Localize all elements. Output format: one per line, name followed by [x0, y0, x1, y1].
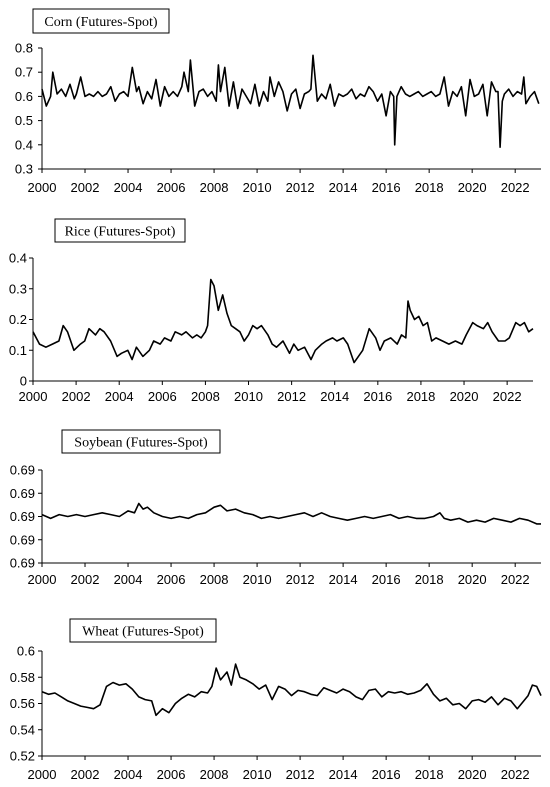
chart-panel-4: Wheat (Futures-Spot) 0.6 0.58 0.56 0.54 0.52 2…	[10, 618, 542, 782]
x-tick-label: 2018	[415, 767, 444, 782]
x-tick-label: 2008	[200, 180, 229, 195]
y-tick-label: 0.58	[10, 670, 35, 685]
x-tick-label: 2002	[62, 389, 91, 404]
x-tick-label: 2020	[450, 389, 479, 404]
x-tick-label: 2006	[157, 572, 186, 587]
x-tick-label: 2020	[458, 767, 487, 782]
x-tick-label: 2016	[372, 180, 401, 195]
y-tick-label: 0.2	[9, 312, 27, 327]
x-tick-label: 2022	[501, 572, 530, 587]
x-tick-label: 2020	[458, 572, 487, 587]
x-tick-label: 2008	[200, 767, 229, 782]
y-tick-label: 0	[20, 374, 27, 389]
x-tick-label: 2010	[243, 767, 272, 782]
y-tick-label: 0.69	[10, 532, 35, 547]
y-tick-label: 0.4	[9, 251, 27, 266]
x-tick-label: 2016	[372, 572, 401, 587]
x-tick-label: 2018	[415, 572, 444, 587]
x-tick-label: 2020	[458, 180, 487, 195]
x-tick-label: 2006	[148, 389, 177, 404]
x-tick-label: 2016	[363, 389, 392, 404]
chart-title-box	[32, 8, 170, 34]
y-tick-label: 0.69	[10, 486, 35, 501]
x-tick-label: 2002	[71, 572, 100, 587]
x-tick-label: 2022	[501, 767, 530, 782]
x-tick-label: 2002	[71, 767, 100, 782]
y-tick-label: 0.1	[9, 343, 27, 358]
y-tick-label: 0.3	[9, 281, 27, 296]
x-tick-label: 2004	[114, 767, 143, 782]
y-tick-label: 0.3	[15, 162, 33, 177]
x-tick-label: 2000	[28, 572, 57, 587]
series-line-1	[41, 663, 542, 717]
y-tick-label: 0.4	[15, 137, 33, 152]
x-tick-label: 2016	[372, 767, 401, 782]
chart-title-box	[69, 618, 217, 643]
x-tick-label: 2000	[28, 767, 57, 782]
y-tick-label: 0.5	[15, 113, 33, 128]
chart-panel-3: Soybean (Futures-Spot) 0.69 0.69 0.69 0.69 0.…	[10, 429, 541, 587]
y-tick-label: 0.7	[15, 65, 33, 80]
y-tick-label: 0.8	[15, 41, 33, 56]
y-tick-label: 0.69	[10, 509, 35, 524]
y-tick-label: 0.69	[10, 556, 35, 571]
series-line-1	[41, 502, 541, 525]
x-tick-label: 2000	[28, 180, 57, 195]
y-tick-label: 0.6	[15, 89, 33, 104]
x-tick-label: 2004	[114, 180, 143, 195]
x-tick-label: 2006	[157, 767, 186, 782]
y-tick-label: 0.69	[10, 463, 35, 478]
chart-title: Wheat (Futures-Spot)	[82, 625, 204, 640]
x-tick-label: 2010	[234, 389, 263, 404]
x-tick-label: 2008	[191, 389, 220, 404]
x-tick-label: 2010	[243, 572, 272, 587]
chart-title-box	[54, 218, 186, 243]
y-tick-label: 0.52	[10, 749, 35, 764]
chart-panel-1: Corn (Futures-Spot) 0.8 0.7 0.6 0.5 0.4 0.3 200…	[15, 8, 541, 195]
series-line-1	[41, 54, 540, 148]
x-tick-label: 2012	[277, 389, 306, 404]
x-tick-label: 2006	[157, 180, 186, 195]
x-tick-label: 2014	[320, 389, 349, 404]
y-tick-label: 0.54	[10, 722, 35, 737]
x-tick-label: 2014	[329, 767, 358, 782]
chart-title: Soybean (Futures-Spot)	[74, 436, 208, 451]
x-tick-label: 2004	[105, 389, 134, 404]
x-tick-label: 2008	[200, 572, 229, 587]
x-tick-label: 2014	[329, 180, 358, 195]
x-tick-label: 2012	[286, 767, 315, 782]
y-tick-label: 0.56	[10, 696, 35, 711]
x-tick-label: 2022	[493, 389, 522, 404]
x-tick-label: 2002	[71, 180, 100, 195]
chart-title: Rice (Futures-Spot)	[65, 225, 176, 240]
x-tick-label: 2000	[19, 389, 48, 404]
x-tick-label: 2018	[406, 389, 435, 404]
x-tick-label: 2010	[243, 180, 272, 195]
x-tick-label: 2012	[286, 572, 315, 587]
x-tick-label: 2012	[286, 180, 315, 195]
y-tick-label: 0.6	[17, 644, 35, 659]
x-tick-label: 2004	[114, 572, 143, 587]
series-line-1	[32, 278, 534, 364]
chart-title-box	[61, 429, 221, 454]
x-tick-label: 2018	[415, 180, 444, 195]
chart-title: Corn (Futures-Spot)	[44, 15, 158, 30]
x-tick-label: 2014	[329, 572, 358, 587]
x-tick-label: 2022	[501, 180, 530, 195]
